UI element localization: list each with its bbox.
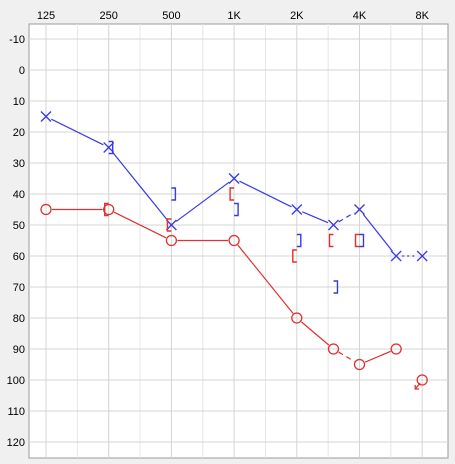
data-point-circle <box>353 358 366 371</box>
bone-marker-left-bracket <box>292 249 297 263</box>
data-point-circle <box>228 234 240 247</box>
series-line-segment <box>338 212 355 223</box>
bone-conduction-markers <box>104 140 365 294</box>
y-tick-label: 70 <box>13 282 25 294</box>
data-point-circle <box>40 203 52 216</box>
bone-marker-right-bracket <box>359 233 365 248</box>
data-point-x <box>291 204 303 215</box>
bone-marker-left-bracket <box>328 233 334 248</box>
series-lines <box>51 118 417 363</box>
x-tick-label: 125 <box>37 10 55 22</box>
series-line-segment <box>364 350 391 363</box>
x-axis-tick-labels: 125 250 500 1K 2K 4K 8K <box>37 10 430 22</box>
data-point-x <box>328 219 339 231</box>
x-tick-label: 4K <box>353 10 367 22</box>
y-axis-tick-labels: -10 0 10 20 30 40 50 60 70 80 90 100 110 120 <box>7 34 25 449</box>
grid-lines <box>29 24 448 458</box>
y-tick-label: -10 <box>9 34 25 46</box>
y-tick-label: 60 <box>13 251 25 263</box>
y-tick-label: 10 <box>13 96 25 108</box>
bone-marker-right-bracket <box>333 280 339 294</box>
x-tick-label: 2K <box>290 10 304 22</box>
y-tick-label: 30 <box>13 158 25 170</box>
x-tick-label: 1K <box>227 10 241 22</box>
series-line-segment <box>51 118 104 146</box>
x-tick-label: 500 <box>162 10 180 22</box>
data-point-x <box>228 173 240 184</box>
bone-marker-left-bracket <box>104 202 109 217</box>
y-tick-label: 50 <box>13 220 25 232</box>
data-point-circle <box>291 312 303 324</box>
y-tick-label: 80 <box>13 313 25 325</box>
series-line-segment <box>239 180 292 208</box>
data-point-circle <box>165 234 178 247</box>
data-point-x <box>416 250 428 262</box>
y-tick-label: 110 <box>7 406 25 418</box>
data-point-circle <box>390 343 402 355</box>
data-point-x <box>354 204 365 215</box>
bone-marker-left-bracket <box>354 233 360 248</box>
series-line-segment <box>300 321 330 346</box>
y-tick-label: 90 <box>13 344 25 356</box>
series-line-segment <box>338 351 355 362</box>
y-tick-label: 0 <box>19 65 25 77</box>
y-tick-label: 100 <box>7 375 25 387</box>
series-line-segment <box>362 213 393 252</box>
bone-marker-right-bracket <box>234 202 239 217</box>
series-line-segment <box>237 244 294 314</box>
bone-marker-right-bracket <box>171 187 177 201</box>
series-line-segment <box>175 181 230 222</box>
y-tick-label: 40 <box>13 189 25 201</box>
data-point-circle <box>327 343 340 355</box>
no-response-arrow <box>414 382 421 390</box>
bone-marker-left-bracket <box>166 218 172 232</box>
bone-marker-left-bracket <box>229 187 235 201</box>
data-point-circle <box>103 203 115 216</box>
data-point-x <box>390 250 402 262</box>
y-tick-label: 20 <box>13 127 25 139</box>
data-point-circle <box>416 374 428 386</box>
x-tick-label: 250 <box>100 10 118 22</box>
data-point-x <box>40 111 52 122</box>
bone-marker-right-bracket <box>108 140 114 155</box>
y-tick-label: 120 <box>7 437 25 449</box>
series-line-segment <box>113 211 167 239</box>
bone-marker-right-bracket <box>296 233 302 248</box>
series-line-segment <box>112 151 169 221</box>
series-line-segment <box>302 211 329 224</box>
x-tick-label: 8K <box>415 10 429 22</box>
